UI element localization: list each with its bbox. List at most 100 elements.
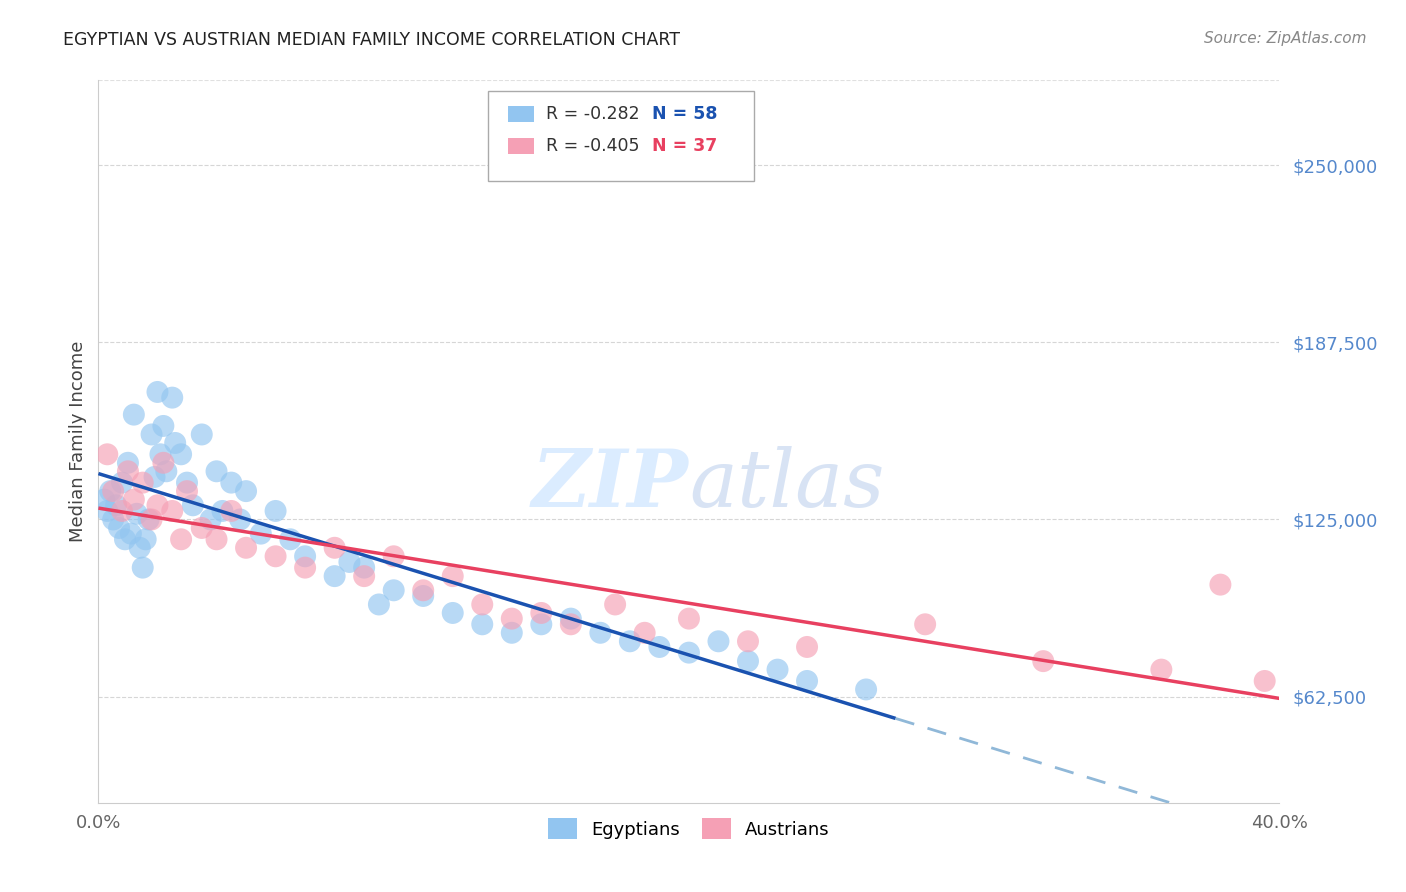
Point [914, 617, 936, 632]
FancyBboxPatch shape [508, 106, 534, 122]
Point [141, 427, 163, 442]
Text: R = -0.405: R = -0.405 [546, 137, 640, 155]
Point [108, 521, 131, 535]
Point [796, 673, 818, 688]
Point [412, 583, 434, 598]
Point [93, 492, 115, 507]
Point [125, 507, 148, 521]
Point [221, 504, 243, 518]
Point [96, 504, 118, 518]
Point [200, 512, 222, 526]
Point [229, 512, 252, 526]
Point [165, 436, 187, 450]
Point [589, 625, 612, 640]
Point [128, 541, 150, 555]
Point [162, 504, 183, 518]
Point [1209, 577, 1232, 591]
Point [132, 560, 155, 574]
Point [264, 549, 287, 564]
Point [114, 533, 136, 547]
Point [678, 612, 700, 626]
Point [1150, 663, 1173, 677]
Point [149, 447, 172, 461]
Point [235, 541, 257, 555]
Point [441, 569, 464, 583]
Point [146, 498, 169, 512]
Point [205, 533, 228, 547]
Point [353, 560, 375, 574]
Point [181, 498, 204, 512]
Point [117, 456, 139, 470]
Point [530, 617, 553, 632]
Point [120, 526, 142, 541]
Point [96, 447, 118, 461]
Point [412, 589, 434, 603]
Point [530, 606, 553, 620]
Legend: Egyptians, Austrians: Egyptians, Austrians [538, 809, 839, 848]
FancyBboxPatch shape [508, 138, 534, 154]
Point [339, 555, 361, 569]
Point [368, 598, 391, 612]
Point [138, 512, 160, 526]
Point [205, 464, 228, 478]
Point [501, 612, 523, 626]
Text: ZIP: ZIP [531, 446, 689, 524]
Point [441, 606, 464, 620]
Point [176, 475, 198, 490]
Point [111, 475, 134, 490]
Point [103, 484, 125, 499]
Point [235, 484, 257, 499]
Point [152, 419, 174, 434]
Point [619, 634, 641, 648]
FancyBboxPatch shape [488, 91, 754, 181]
Point [294, 549, 316, 564]
Point [264, 504, 287, 518]
Point [105, 498, 128, 512]
Point [191, 521, 214, 535]
Point [122, 408, 145, 422]
Point [122, 492, 145, 507]
Point [211, 504, 233, 518]
Point [471, 617, 494, 632]
Point [1254, 673, 1277, 688]
Point [634, 625, 657, 640]
Text: R = -0.282: R = -0.282 [546, 105, 640, 123]
Point [103, 512, 125, 526]
Point [111, 504, 134, 518]
Point [560, 617, 582, 632]
Point [155, 464, 177, 478]
Point [135, 533, 157, 547]
Point [152, 456, 174, 470]
Text: N = 58: N = 58 [652, 105, 718, 123]
Point [141, 512, 163, 526]
Point [280, 533, 302, 547]
Point [471, 598, 494, 612]
Point [605, 598, 627, 612]
Y-axis label: Median Family Income: Median Family Income [69, 341, 87, 542]
Point [796, 640, 818, 654]
Point [146, 384, 169, 399]
Point [132, 475, 155, 490]
Point [353, 569, 375, 583]
Point [855, 682, 877, 697]
Point [143, 470, 166, 484]
Point [560, 612, 582, 626]
Text: EGYPTIAN VS AUSTRIAN MEDIAN FAMILY INCOME CORRELATION CHART: EGYPTIAN VS AUSTRIAN MEDIAN FAMILY INCOM… [63, 31, 681, 49]
Point [737, 634, 759, 648]
Point [170, 533, 193, 547]
Text: atlas: atlas [689, 446, 884, 524]
Point [323, 569, 346, 583]
Point [707, 634, 730, 648]
Point [250, 526, 273, 541]
Point [678, 646, 700, 660]
Point [648, 640, 671, 654]
Point [766, 663, 789, 677]
Point [1032, 654, 1054, 668]
Point [170, 447, 193, 461]
Point [221, 475, 243, 490]
Point [162, 391, 183, 405]
Point [737, 654, 759, 668]
Point [117, 464, 139, 478]
Point [176, 484, 198, 499]
Point [98, 484, 121, 499]
